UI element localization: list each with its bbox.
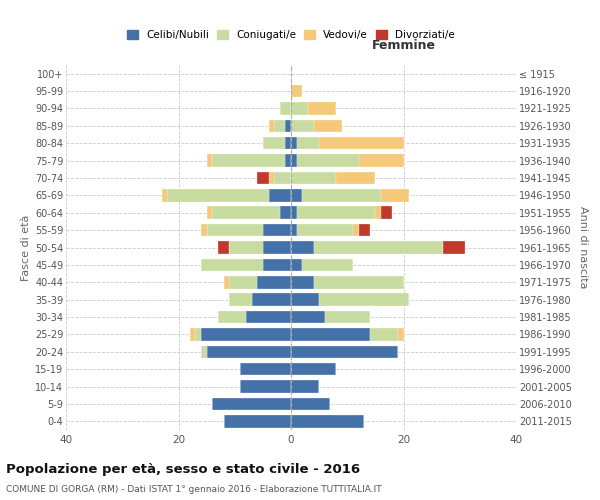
Text: Femmine: Femmine <box>371 39 436 52</box>
Bar <box>229 294 251 306</box>
Bar <box>296 154 359 167</box>
Bar <box>291 398 331 410</box>
Bar <box>206 206 212 219</box>
Bar <box>229 276 257 288</box>
Bar <box>190 328 196 340</box>
Bar <box>291 206 296 219</box>
Bar <box>302 189 381 202</box>
Bar <box>206 154 212 167</box>
Bar <box>314 120 341 132</box>
Bar <box>263 258 291 271</box>
Bar <box>291 154 296 167</box>
Bar <box>291 120 314 132</box>
Bar <box>280 102 291 115</box>
Bar <box>218 311 246 324</box>
Bar <box>398 328 404 340</box>
Text: Popolazione per età, sesso e stato civile - 2016: Popolazione per età, sesso e stato civil… <box>6 462 360 475</box>
Bar <box>201 328 291 340</box>
Bar <box>263 241 291 254</box>
Bar <box>274 120 286 132</box>
Bar <box>212 154 286 167</box>
Bar <box>336 172 376 184</box>
Bar <box>353 224 359 236</box>
Bar <box>359 224 370 236</box>
Bar <box>291 258 302 271</box>
Bar <box>291 294 319 306</box>
Bar <box>223 415 291 428</box>
Bar <box>212 206 280 219</box>
Bar <box>296 137 319 149</box>
Bar <box>443 241 466 254</box>
Bar <box>229 241 263 254</box>
Bar <box>274 172 291 184</box>
Bar <box>370 328 398 340</box>
Bar <box>291 172 336 184</box>
Bar <box>251 294 291 306</box>
Bar <box>308 102 336 115</box>
Bar <box>269 120 274 132</box>
Bar <box>314 241 443 254</box>
Bar <box>167 189 269 202</box>
Bar <box>280 206 291 219</box>
Bar <box>314 276 404 288</box>
Bar <box>359 154 404 167</box>
Bar <box>286 120 291 132</box>
Bar <box>161 189 167 202</box>
Bar <box>206 224 263 236</box>
Y-axis label: Anni di nascita: Anni di nascita <box>578 206 589 289</box>
Bar <box>241 363 291 376</box>
Bar <box>286 137 291 149</box>
Bar <box>291 276 314 288</box>
Bar <box>291 363 336 376</box>
Bar <box>319 294 409 306</box>
Bar <box>291 224 296 236</box>
Bar <box>291 189 302 202</box>
Bar <box>201 258 263 271</box>
Bar <box>291 380 319 393</box>
Bar <box>212 398 291 410</box>
Bar <box>381 206 392 219</box>
Bar <box>291 137 296 149</box>
Bar <box>291 415 364 428</box>
Bar <box>291 85 302 98</box>
Bar <box>206 346 291 358</box>
Bar <box>296 224 353 236</box>
Bar <box>257 276 291 288</box>
Bar <box>302 258 353 271</box>
Bar <box>269 172 274 184</box>
Bar <box>291 346 398 358</box>
Y-axis label: Fasce di età: Fasce di età <box>20 214 31 280</box>
Bar <box>269 189 291 202</box>
Bar <box>286 154 291 167</box>
Bar <box>201 224 206 236</box>
Bar <box>263 137 286 149</box>
Bar <box>218 241 229 254</box>
Bar <box>257 172 269 184</box>
Bar <box>376 206 381 219</box>
Legend: Celibi/Nubili, Coniugati/e, Vedovi/e, Divorziati/e: Celibi/Nubili, Coniugati/e, Vedovi/e, Di… <box>127 30 455 40</box>
Bar <box>325 311 370 324</box>
Bar <box>246 311 291 324</box>
Bar <box>381 189 409 202</box>
Bar <box>263 224 291 236</box>
Text: COMUNE DI GORGA (RM) - Dati ISTAT 1° gennaio 2016 - Elaborazione TUTTITALIA.IT: COMUNE DI GORGA (RM) - Dati ISTAT 1° gen… <box>6 485 382 494</box>
Bar <box>296 206 376 219</box>
Bar <box>201 346 206 358</box>
Bar <box>319 137 404 149</box>
Bar <box>291 241 314 254</box>
Bar <box>291 102 308 115</box>
Bar <box>291 311 325 324</box>
Bar <box>223 276 229 288</box>
Bar <box>196 328 201 340</box>
Bar <box>291 328 370 340</box>
Bar <box>241 380 291 393</box>
